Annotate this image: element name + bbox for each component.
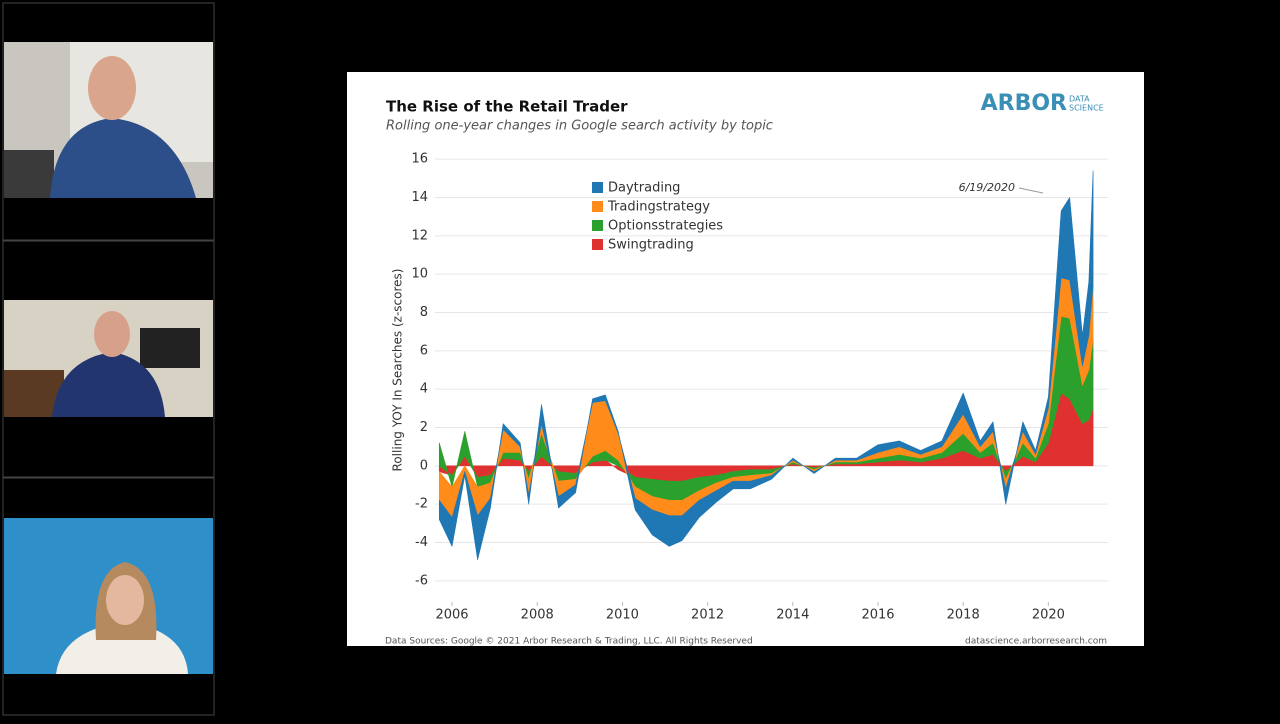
x-tick-label: 2016	[861, 608, 894, 623]
x-tick-label: 2018	[947, 608, 980, 623]
person	[50, 118, 196, 198]
area	[438, 170, 1094, 561]
y-tick-label: -4	[415, 535, 428, 550]
y-tick-label: 0	[420, 458, 428, 473]
video-tile[interactable]	[2, 477, 215, 716]
logo-line: DATA	[1069, 95, 1090, 104]
x-tick-label: 2010	[606, 608, 639, 623]
source-note: Data Sources: Google © 2021 Arbor Resear…	[385, 637, 753, 647]
legend-swatch	[592, 201, 603, 212]
y-tick-label: 14	[411, 190, 428, 205]
y-tick-label: 2	[420, 420, 428, 435]
y-tick-label: 6	[420, 343, 428, 358]
legend-swatch	[592, 220, 603, 231]
y-tick-label: 8	[420, 305, 428, 320]
legend-swatch	[592, 239, 603, 250]
legend-swatch	[592, 182, 603, 193]
legend-label: Swingtrading	[608, 238, 694, 253]
person	[52, 352, 165, 417]
y-tick-label: -6	[415, 573, 428, 588]
shared-screen	[347, 72, 1144, 646]
logo-line: SCIENCE	[1069, 104, 1104, 113]
legend-label: Tradingstrategy	[607, 200, 710, 215]
y-tick-label: 12	[411, 228, 428, 243]
website: datascience.arborresearch.com	[965, 637, 1107, 647]
y-tick-label: 16	[411, 152, 428, 167]
x-tick-label: 2012	[691, 608, 724, 623]
face	[88, 56, 136, 120]
annotation-leader	[1018, 187, 1044, 194]
x-tick-label: 2020	[1032, 608, 1065, 623]
y-tick-label: -2	[415, 497, 428, 512]
logo-name: ARBOR	[981, 91, 1067, 116]
annotation: 6/19/2020	[959, 181, 1015, 194]
x-tick-label: 2006	[435, 608, 468, 623]
face	[106, 575, 144, 625]
video-tile[interactable]	[2, 240, 215, 478]
y-axis-title: Rolling YOY In Searches (z-scores)	[391, 269, 405, 472]
legend-label: Daytrading	[608, 181, 680, 196]
video-tile[interactable]	[2, 2, 215, 241]
chart-subtitle: Rolling one-year changes in Google searc…	[386, 119, 773, 134]
x-tick-label: 2008	[521, 608, 554, 623]
face	[94, 311, 130, 357]
y-tick-label: 10	[411, 267, 428, 282]
x-tick-label: 2014	[776, 608, 809, 623]
y-tick-label: 4	[420, 382, 428, 397]
chart-title: The Rise of the Retail Trader	[386, 98, 628, 116]
monitor	[140, 328, 200, 368]
chart: The Rise of the Retail Trader Rolling on…	[385, 91, 1108, 647]
legend-label: Optionsstrategies	[608, 219, 723, 234]
chair	[4, 150, 54, 198]
